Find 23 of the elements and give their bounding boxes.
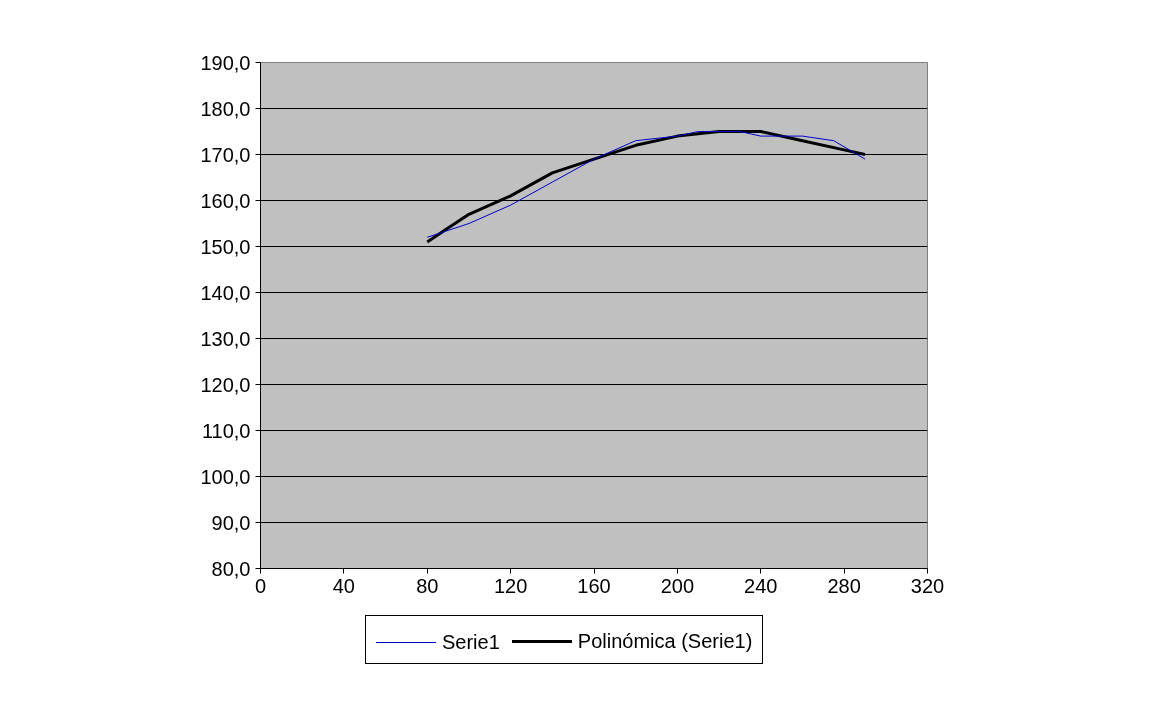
x-tick-label: 80 — [416, 574, 439, 597]
x-tick-label: 160 — [577, 574, 611, 597]
x-tick-label: 320 — [910, 574, 945, 597]
x-tick-label: 200 — [660, 574, 695, 597]
y-tick-label: 80,0 — [211, 557, 251, 580]
x-tick-label: 0 — [254, 574, 267, 597]
x-tick-label: 280 — [827, 574, 861, 597]
x-tick-label: 120 — [493, 574, 528, 597]
y-tick-label: 150,0 — [200, 235, 251, 258]
y-tick-label: 110,0 — [201, 419, 251, 442]
y-tick-label: 120,0 — [200, 373, 251, 396]
legend-label: Polinómica (Serie1) — [577, 629, 753, 655]
y-tick-label: 180,0 — [200, 97, 251, 120]
y-tick-label: 90,0 — [211, 511, 251, 534]
y-tick-label: 100,0 — [200, 465, 251, 488]
y-tick-label: 170,0 — [200, 143, 251, 166]
y-tick-label: 190,0 — [200, 51, 251, 74]
y-tick-label: 140,0 — [200, 281, 251, 304]
legend-label: Serie1 — [442, 630, 500, 656]
y-tick-label: 130,0 — [200, 327, 251, 350]
x-tick-label: 240 — [744, 574, 778, 597]
y-tick-label: 160,0 — [200, 189, 251, 212]
x-tick-label: 40 — [332, 574, 355, 597]
